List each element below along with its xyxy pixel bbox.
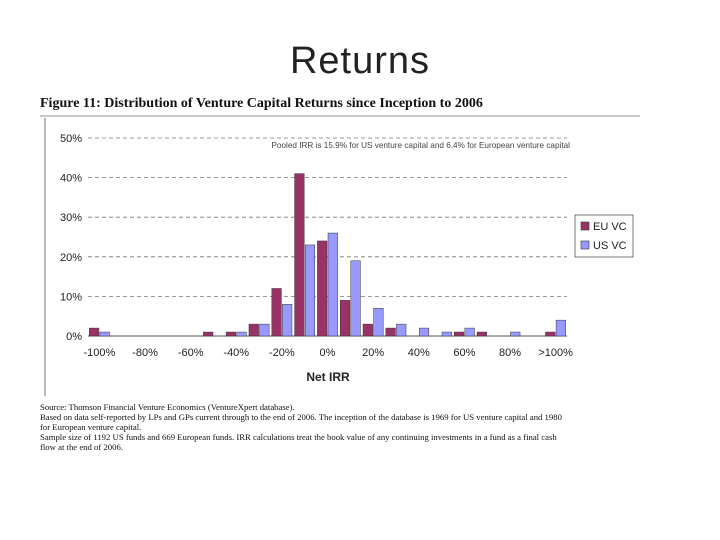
chart-annotation: Pooled IRR is 15.9% for US venture capit… <box>271 141 570 150</box>
bar-eu-vc <box>545 331 556 337</box>
x-tick-label: 40% <box>408 347 430 359</box>
x-tick-label: -60% <box>178 347 204 359</box>
bar-eu-vc <box>203 331 214 337</box>
bar-us-vc <box>236 331 247 337</box>
bar-us-vc <box>396 323 407 337</box>
bar-eu-vc <box>362 323 373 337</box>
bar-us-vc <box>327 232 338 337</box>
x-tick-label: -100% <box>84 347 116 359</box>
x-tick-label: 60% <box>453 347 475 359</box>
bar-eu-vc <box>271 288 282 337</box>
note-line: flow at the end of 2006. <box>40 442 123 452</box>
y-tick-label: 20% <box>60 252 82 264</box>
x-axis-ticks: -100% -80% -60% -40% -20% 0% 20% 40% 60% 80% >100% <box>84 347 574 359</box>
bar-eu-vc <box>385 327 396 337</box>
x-tick-label: >100% <box>538 347 573 359</box>
legend-swatch-eu-vc <box>580 221 590 231</box>
x-tick-label: -40% <box>223 347 249 359</box>
bar-eu-vc <box>339 300 351 337</box>
figure-caption: Figure 11: Distribution of Venture Capit… <box>40 96 483 111</box>
source-notes: Source: Thomson Financial Venture Econom… <box>40 402 650 452</box>
slide-title: Returns <box>289 40 431 82</box>
bar-us-vc <box>418 327 430 337</box>
bar-eu-vc <box>225 331 237 337</box>
bar-us-vc <box>464 327 475 337</box>
note-line: Based on data self-reported by LPs and G… <box>40 412 562 422</box>
note-line: Source: Thomson Financial Venture Econom… <box>40 402 295 412</box>
legend-label-eu-vc: EU VC <box>593 221 627 233</box>
bar-eu-vc <box>317 240 328 337</box>
y-tick-label: 30% <box>60 212 82 224</box>
bar-eu-vc <box>294 173 305 337</box>
bar-us-vc <box>282 304 293 337</box>
note-line: for European venture capital. <box>40 422 142 432</box>
bar-us-vc <box>304 244 316 337</box>
bar-us-vc <box>373 308 384 337</box>
gridlines <box>88 137 567 337</box>
bar-us-vc <box>441 331 452 337</box>
bars <box>89 173 566 337</box>
x-tick-label: 80% <box>499 347 521 359</box>
y-tick-label: 40% <box>60 173 82 185</box>
bar-us-vc <box>350 260 361 337</box>
y-tick-label: 50% <box>60 133 82 145</box>
x-axis-label: Net IRR <box>306 370 350 384</box>
y-tick-label: 0% <box>66 331 82 343</box>
bar-us-vc <box>510 331 521 337</box>
legend-swatch-us-vc <box>580 240 590 250</box>
x-tick-label: -20% <box>269 347 295 359</box>
note-line: Sample size of 1192 US funds and 669 Eur… <box>40 432 557 442</box>
figure-border <box>44 118 46 396</box>
bar-eu-vc <box>248 323 259 337</box>
figure-rule <box>40 115 640 117</box>
x-tick-label: 0% <box>320 347 336 359</box>
bar-eu-vc <box>454 331 465 337</box>
y-tick-label: 10% <box>60 291 82 303</box>
legend-label-us-vc: US VC <box>593 240 627 252</box>
bar-eu-vc <box>476 331 487 337</box>
x-tick-label: 20% <box>362 347 384 359</box>
bar-chart: 0% 10% 20% 30% 40% 50% -100% -80% -60% -40% -20% 0… <box>60 133 634 384</box>
bar-us-vc <box>99 331 110 337</box>
bar-eu-vc <box>89 327 100 337</box>
bar-us-vc <box>555 319 566 337</box>
x-tick-label: -80% <box>132 347 158 359</box>
bar-us-vc <box>259 323 270 337</box>
y-axis-ticks: 0% 10% 20% 30% 40% 50% <box>60 133 82 343</box>
legend: EU VC US VC <box>574 214 634 258</box>
